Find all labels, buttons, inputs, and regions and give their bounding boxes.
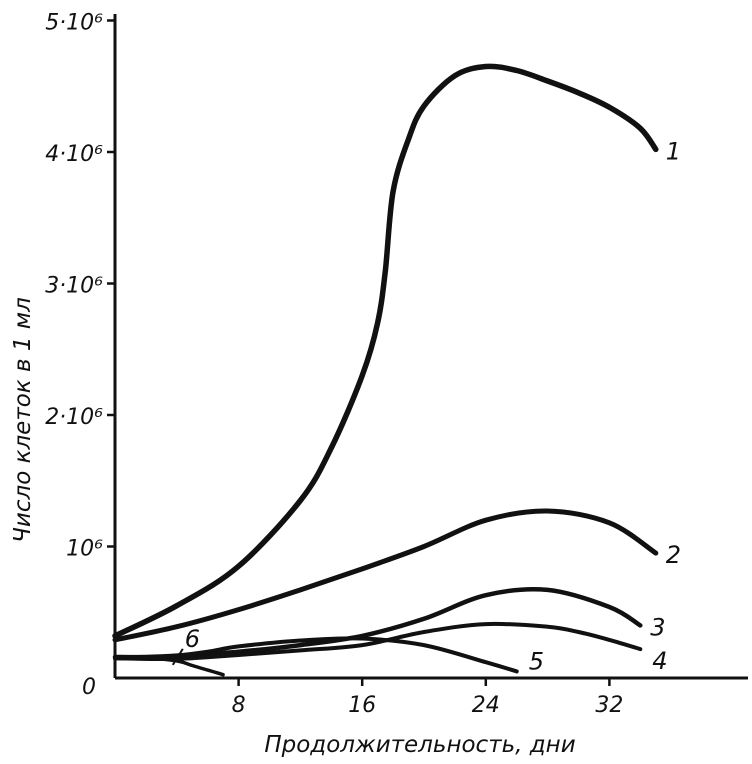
x-axis-title: Продолжительность, дни xyxy=(264,732,575,758)
y-tick-label: 5·10⁶ xyxy=(45,11,103,36)
series-3-label: 3 xyxy=(650,613,665,641)
series-5-line xyxy=(113,636,519,674)
series-2-line xyxy=(112,508,659,643)
axes xyxy=(113,14,748,680)
series-2-label: 2 xyxy=(666,541,681,569)
series-4-label: 4 xyxy=(652,647,667,675)
series-6-line xyxy=(113,655,225,677)
x-tick-label: 8 xyxy=(232,693,246,718)
series-1-line xyxy=(112,63,659,639)
y-tick-label: 10⁶ xyxy=(66,537,103,562)
series-1-label: 1 xyxy=(666,137,681,165)
series-6-leader-line xyxy=(171,648,184,666)
series-5-label: 5 xyxy=(529,647,544,675)
ticks: 8 16 24 32 10⁶ 2·10⁶ 3·10⁶ 4·10⁶ 5·10⁶ xyxy=(45,11,623,719)
x-tick-label: 32 xyxy=(595,693,623,718)
y-tick-label: 2·10⁶ xyxy=(45,405,103,430)
series-4-line xyxy=(113,621,643,662)
x-tick-label: 24 xyxy=(472,693,500,718)
y-tick-label: 3·10⁶ xyxy=(45,274,103,299)
y-axis-title: Число клеток в 1 мл xyxy=(10,297,36,543)
series-6-label: 6 xyxy=(185,625,200,653)
curve-labels: 1 2 3 4 5 6 xyxy=(171,137,681,675)
y-tick-label: 4·10⁶ xyxy=(45,142,103,167)
x-tick-label: 16 xyxy=(348,693,376,718)
origin-label: 0 xyxy=(82,675,96,700)
curves xyxy=(112,63,659,677)
